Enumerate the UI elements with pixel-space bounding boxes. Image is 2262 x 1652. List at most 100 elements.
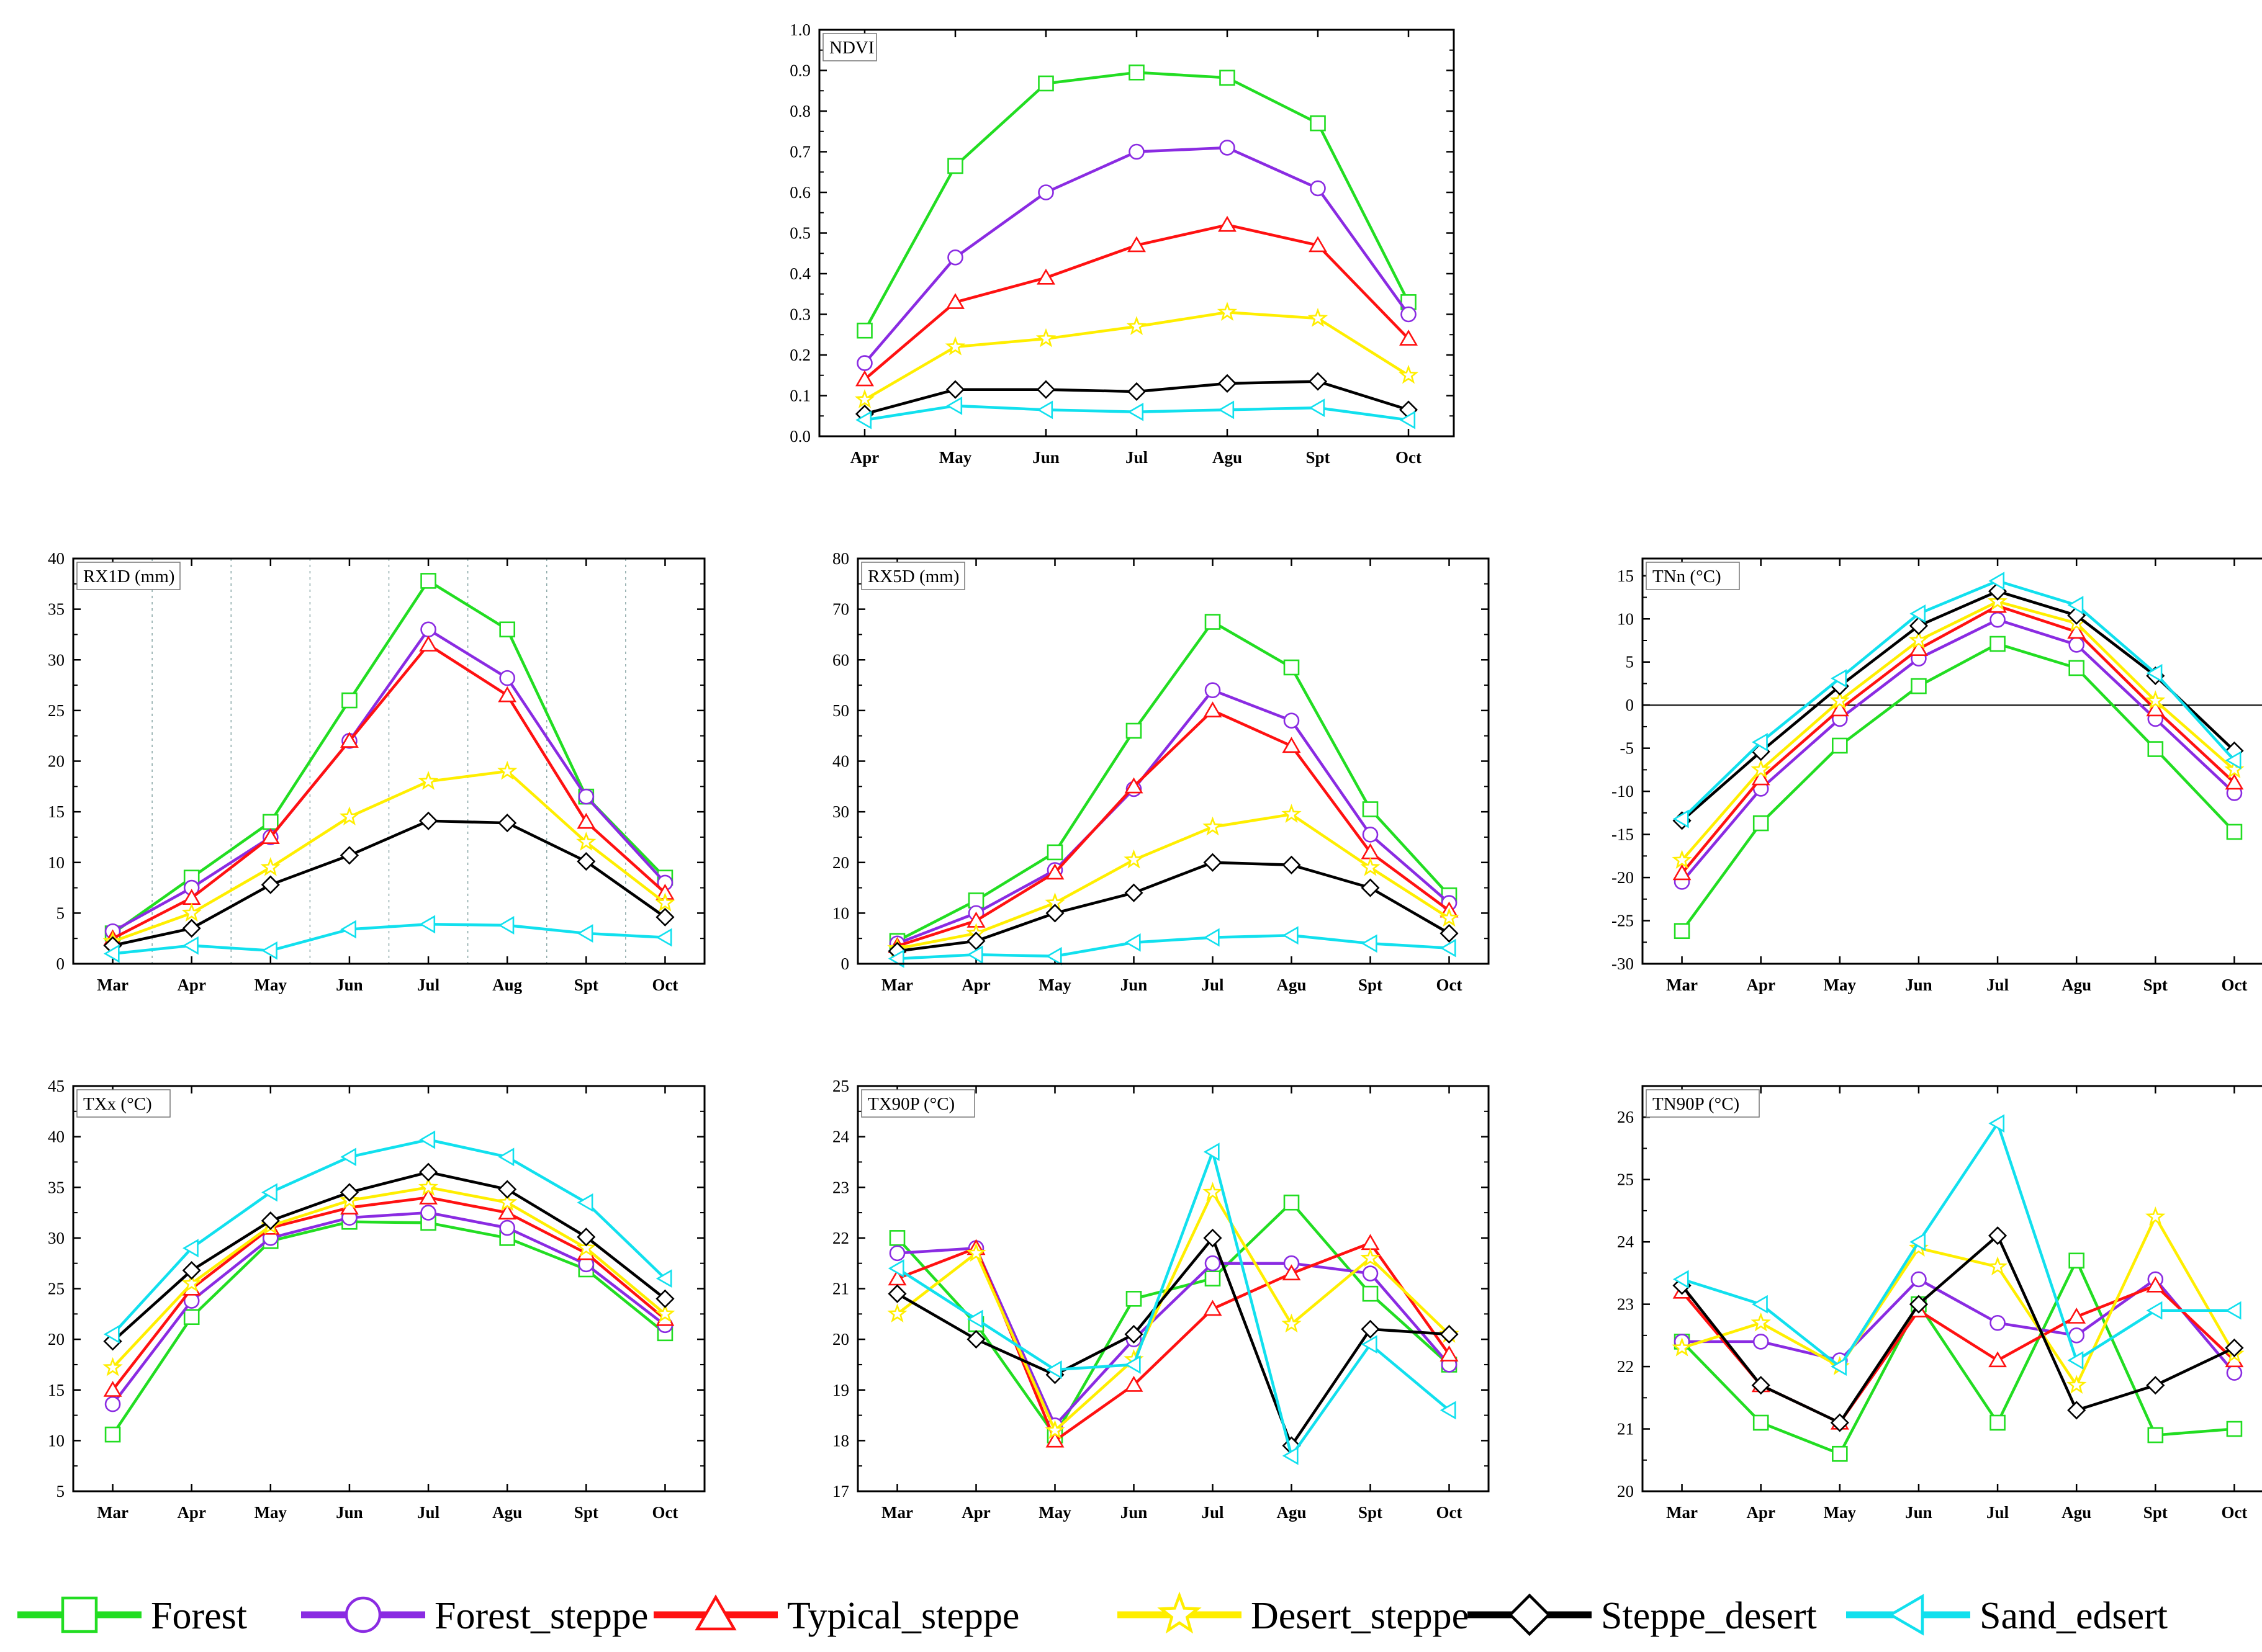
data-point (1911, 678, 1927, 694)
y-tick-label: 0.7 (790, 143, 811, 161)
x-tick-label: Spt (1358, 1503, 1382, 1522)
panel-title: TNn (°C) (1646, 562, 1740, 590)
x-tick-label: May (1039, 1503, 1071, 1522)
data-point (498, 686, 517, 703)
x-tick-label: May (255, 976, 287, 994)
data-point (1037, 268, 1055, 285)
chart-panel-rx1d-mm: 0 5 10 15 20 25 30 35 40 Mar Apr May Jun Jul Aug Spt Oct… (48, 549, 706, 994)
data-point (2147, 1427, 2164, 1443)
data-point (1399, 330, 1418, 346)
x-tick-label: Jun (1905, 976, 1932, 994)
data-point (1752, 1414, 1769, 1431)
data-point (2067, 596, 2084, 614)
data-point (1987, 591, 2008, 611)
data-point (1047, 844, 1063, 861)
data-point (1752, 1334, 1769, 1350)
chart-panel-rx5d-mm: 0 10 20 30 40 50 60 70 80 Mar Apr May Jun Jul Agu Spt Oc… (832, 549, 1490, 994)
legend-marker (1888, 1594, 1924, 1636)
x-tick-label: Agu (1212, 448, 1242, 467)
data-point (261, 1211, 280, 1231)
data-point (1129, 64, 1145, 81)
y-tick-label: 18 (832, 1431, 849, 1450)
y-tick-label: -5 (1620, 739, 1634, 758)
panel-title: NDVI (822, 33, 877, 61)
y-tick-label: 40 (48, 1128, 65, 1146)
data-point (1752, 733, 1768, 752)
data-point (1037, 400, 1053, 420)
data-point (419, 635, 438, 652)
y-tick-label: 20 (48, 752, 65, 771)
series-line (112, 819, 666, 947)
panel-title: TN90P (°C) (1646, 1089, 1760, 1118)
series-line (112, 770, 666, 943)
data-point (1307, 307, 1328, 327)
legend-label: Forest (151, 1595, 247, 1637)
data-point (947, 249, 963, 266)
data-point (1202, 1182, 1223, 1201)
series-sand-edsert (1672, 572, 2242, 828)
data-point (1989, 1414, 2006, 1431)
series-line (896, 1150, 1450, 1458)
y-tick-label: 5 (56, 904, 65, 922)
data-point (418, 1162, 438, 1182)
data-point (577, 1228, 596, 1247)
x-tick-label: May (255, 1503, 287, 1522)
x-tick-label: Oct (1436, 976, 1462, 994)
data-point (1125, 1291, 1142, 1307)
data-point (967, 945, 983, 964)
data-point (656, 1269, 672, 1288)
y-tick-label: 10 (1617, 609, 1634, 628)
data-point (1909, 616, 1929, 635)
data-point (1439, 907, 1459, 927)
data-point (855, 410, 872, 429)
series-line (1681, 1215, 2236, 1387)
data-point (1909, 604, 1926, 623)
data-point (855, 370, 874, 387)
data-point (1035, 328, 1057, 348)
series-line (112, 628, 667, 933)
x-tick-label: Agu (492, 1503, 522, 1522)
data-point (1218, 400, 1235, 420)
plot-frame (857, 557, 1490, 965)
data-point (182, 936, 199, 955)
data-point (1282, 855, 1301, 874)
series-line (896, 688, 1450, 945)
data-point (499, 1219, 515, 1236)
data-point (1360, 856, 1381, 876)
data-point (418, 811, 438, 830)
data-point (418, 771, 439, 790)
data-point (2067, 1308, 2086, 1324)
data-point (888, 1284, 907, 1303)
y-tick-label: 17 (832, 1482, 849, 1501)
series-sand-edsert (103, 915, 672, 963)
y-tick-label: 80 (832, 549, 849, 568)
y-tick-label: 40 (48, 549, 65, 568)
x-tick-label: Oct (1436, 1503, 1462, 1522)
data-point (419, 1130, 436, 1149)
x-tick-label: Apr (177, 1503, 206, 1522)
panel-title-text: RX1D (mm) (83, 567, 174, 586)
y-tick-label: -25 (1611, 912, 1634, 930)
data-point (1203, 928, 1220, 947)
y-tick-label: 25 (832, 1077, 849, 1095)
data-point (1832, 1445, 1848, 1462)
data-point (1124, 777, 1143, 794)
series-line (111, 1211, 666, 1405)
data-point (498, 814, 517, 833)
x-tick-label: Jul (1986, 976, 2009, 994)
data-point (1281, 1313, 1302, 1333)
data-point (182, 918, 201, 938)
x-tick-label: Mar (97, 1503, 128, 1522)
data-point (1987, 1256, 2008, 1276)
series-forest-steppe (1674, 1271, 2243, 1381)
data-point (1127, 382, 1147, 402)
data-point (420, 1205, 436, 1221)
x-tick-label: Spt (2143, 1503, 2168, 1522)
data-point (498, 1180, 517, 1199)
data-point (966, 1242, 986, 1262)
x-tick-label: Mar (97, 976, 128, 994)
data-point (419, 915, 436, 934)
data-point (2226, 1365, 2243, 1381)
x-tick-label: Spt (1358, 976, 1382, 994)
